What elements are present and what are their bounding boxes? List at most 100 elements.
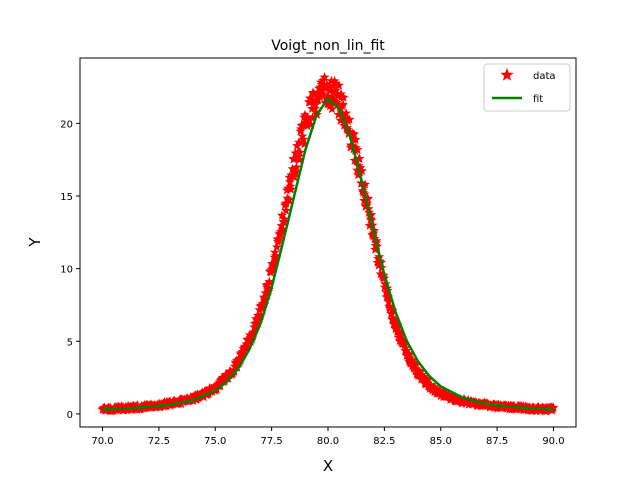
data-point — [263, 284, 274, 295]
data-point — [352, 144, 363, 155]
x-tick-label: 75.0 — [204, 436, 226, 447]
data-point — [232, 362, 243, 372]
data-point — [335, 115, 346, 125]
data-point — [285, 184, 296, 194]
data-point — [359, 195, 370, 205]
data-point — [215, 380, 226, 390]
data-point — [338, 92, 349, 102]
data-point — [248, 328, 259, 338]
data-point — [254, 304, 265, 315]
x-tick-label: 87.5 — [486, 436, 508, 447]
data-point — [264, 276, 275, 286]
data-point — [396, 334, 407, 344]
data-point — [360, 179, 371, 189]
data-point — [306, 119, 316, 129]
x-tick-label: 80.0 — [317, 436, 339, 447]
x-tick-label: 82.5 — [373, 436, 395, 447]
data-point — [302, 120, 313, 131]
data-point — [287, 163, 298, 174]
data-point — [357, 165, 368, 176]
data-point — [317, 88, 328, 99]
data-point — [345, 127, 355, 137]
data-point — [276, 210, 287, 220]
data-point — [291, 162, 302, 172]
data-point — [297, 131, 308, 141]
y-tick-label: 10 — [60, 265, 73, 276]
data-point — [366, 209, 377, 219]
data-point — [352, 165, 362, 175]
data-point — [354, 153, 365, 163]
data-point — [300, 109, 310, 120]
data-point — [385, 303, 396, 313]
data-point — [298, 134, 309, 144]
data-point — [338, 99, 348, 109]
data-point — [283, 194, 294, 205]
data-point — [410, 360, 421, 370]
data-point — [289, 171, 300, 182]
legend: data fit — [483, 63, 571, 112]
data-point — [334, 80, 344, 90]
data-point — [290, 166, 301, 177]
data-point — [390, 314, 401, 325]
x-tick-label: 72.5 — [148, 436, 170, 447]
data-point — [399, 340, 410, 350]
data-point — [235, 354, 246, 365]
fit-line — [102, 97, 554, 411]
data-point — [271, 242, 282, 252]
data-point — [407, 360, 418, 371]
y-tick-label: 20 — [60, 119, 73, 130]
data-point — [327, 103, 337, 114]
data-point — [333, 109, 344, 119]
data-point — [548, 402, 559, 412]
data-point — [329, 75, 340, 86]
data-point — [271, 253, 282, 263]
data-point — [327, 91, 338, 101]
data-point — [246, 334, 257, 344]
y-tick-label: 0 — [67, 410, 73, 421]
data-point — [296, 123, 306, 134]
chart-title: Voigt_non_lin_fit — [271, 38, 385, 54]
legend-fit-label: fit — [533, 94, 543, 105]
data-point — [349, 128, 359, 139]
data-point — [416, 369, 427, 379]
data-point — [437, 386, 448, 397]
data-point — [344, 114, 355, 124]
data-point — [316, 79, 327, 89]
data-point — [277, 224, 288, 234]
data-point — [319, 72, 330, 82]
x-axis-label: X — [323, 457, 333, 475]
data-point — [408, 357, 419, 367]
x-tick-label: 70.0 — [91, 436, 113, 447]
x-tick-label: 90.0 — [542, 436, 564, 447]
data-point — [429, 381, 440, 392]
data-point — [295, 147, 305, 157]
legend-data-label: data — [533, 71, 556, 82]
data-point — [395, 330, 406, 340]
data-point — [294, 154, 305, 164]
data-point — [260, 294, 271, 305]
data-point — [380, 278, 391, 289]
data-point — [284, 176, 295, 187]
data-point — [299, 138, 310, 149]
data-point — [363, 193, 374, 204]
data-point — [324, 85, 335, 95]
data-point — [383, 291, 394, 302]
data-point — [330, 78, 341, 88]
data-point — [382, 285, 393, 295]
data-point — [279, 214, 290, 224]
data-point — [280, 205, 291, 215]
data-point — [241, 341, 252, 352]
legend-data-marker — [500, 68, 514, 81]
data-point — [415, 366, 426, 377]
legend-box — [483, 63, 571, 112]
data-point — [340, 112, 350, 122]
y-tick-label: 15 — [60, 192, 73, 203]
data-point — [310, 103, 320, 113]
data-point — [269, 247, 280, 257]
data-point — [387, 305, 398, 315]
data-point — [324, 80, 334, 91]
data-point — [237, 350, 248, 360]
data-point — [331, 97, 342, 107]
data-point — [322, 79, 332, 89]
